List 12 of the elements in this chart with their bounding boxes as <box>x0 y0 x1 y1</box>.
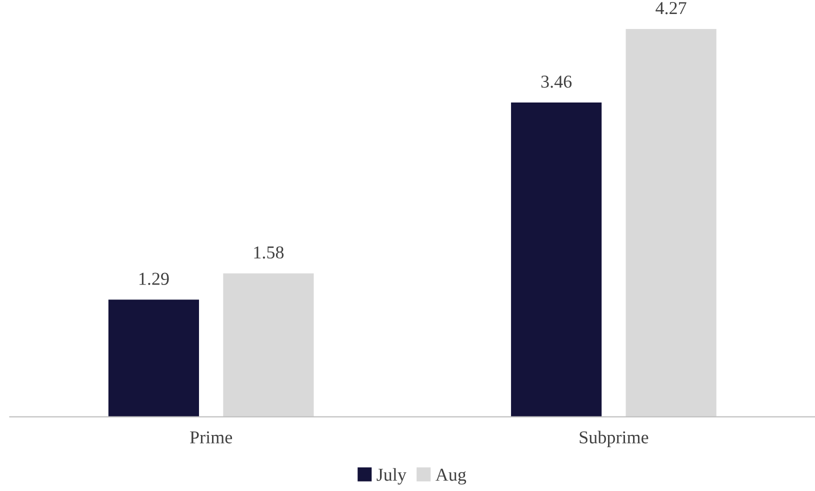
data-label: 1.58 <box>254 246 284 259</box>
x-tick-label: Prime <box>190 431 232 444</box>
bar <box>511 102 602 417</box>
bar <box>108 300 200 417</box>
x-tick-label: Subprime <box>580 430 648 448</box>
bar <box>626 28 716 417</box>
legend-label: July <box>376 468 406 485</box>
legend-label: Aug <box>436 468 466 485</box>
data-label: 3.46 <box>541 76 572 88</box>
bar <box>223 273 314 417</box>
data-label: 1.29 <box>140 272 169 285</box>
data-label: 4.27 <box>656 2 686 14</box>
